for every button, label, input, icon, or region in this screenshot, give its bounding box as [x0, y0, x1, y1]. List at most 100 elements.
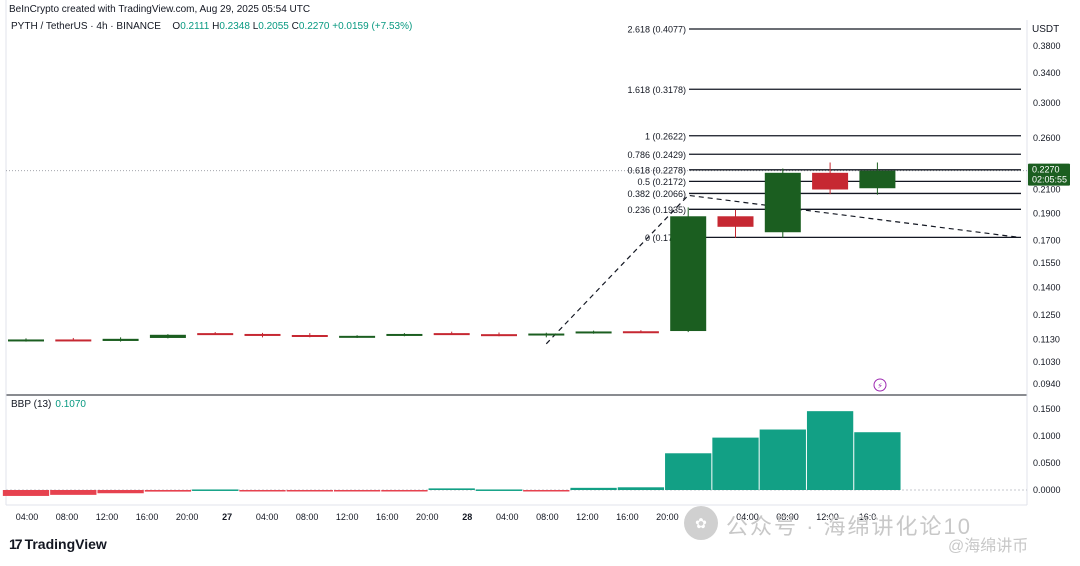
bbp-bar: [192, 489, 239, 491]
price-tick-label: 0.1900: [1033, 209, 1061, 219]
candle-body: [339, 335, 376, 338]
candle: [812, 162, 849, 195]
candle: [481, 332, 517, 337]
price-tick-label: 0.2100: [1033, 185, 1061, 195]
indicator-legend: BBP (13) 0.1070: [11, 399, 86, 410]
time-tick-label: 08:00: [536, 512, 559, 522]
price-tick-label: 0.0940: [1033, 379, 1061, 389]
bbp-bar: [2, 490, 50, 496]
candle-body: [386, 333, 423, 336]
bbp-bar: [759, 429, 806, 490]
bbp-bar: [239, 490, 286, 492]
watermark-handle: @海绵讲币: [948, 538, 1029, 555]
price-tick-label: 0.1250: [1033, 310, 1061, 320]
time-tick-label: 16:0: [859, 512, 877, 522]
bbp-tick-label: 0.0500: [1033, 458, 1061, 468]
price-tick-label: 0.3400: [1033, 68, 1061, 78]
candle: [102, 337, 139, 342]
candle: [339, 335, 376, 338]
fib-level-label: 0.236 (0.1935): [627, 205, 686, 215]
price-tick-label: 0.1130: [1033, 334, 1060, 344]
tradingview-logo: 17 TradingView: [9, 536, 107, 552]
candle: [433, 331, 470, 336]
candle: [670, 207, 707, 333]
candle: [575, 330, 612, 334]
last-price-label: 0.2270: [1032, 165, 1060, 175]
price-tick-label: 0.1400: [1033, 283, 1061, 293]
price-tick-label: 0.2600: [1033, 133, 1061, 143]
time-tick-label: 20:00: [656, 512, 679, 522]
high-value: 0.2348: [219, 21, 250, 32]
indicator-value: 0.1070: [55, 399, 86, 410]
time-tick-label: 20:00: [416, 512, 439, 522]
bbp-bar: [617, 487, 665, 490]
candle-body: [55, 339, 92, 342]
bbp-bar: [806, 411, 854, 490]
bbp-bar: [144, 490, 192, 492]
last-price-tag: [1028, 163, 1070, 186]
candle-body: [291, 334, 328, 337]
price-tick-label: 0.1030: [1033, 357, 1061, 367]
credit-line: BeInCrypto created with TradingView.com,…: [9, 4, 311, 15]
close-value: 0.2270: [298, 21, 330, 32]
bbp-tick-label: 0.0000: [1033, 485, 1061, 495]
candle: [197, 332, 234, 336]
candle-body: [481, 334, 517, 337]
countdown-label: 02:05:55: [1032, 175, 1067, 185]
high-label: H: [212, 21, 220, 32]
time-tick-label: 27: [222, 512, 232, 522]
time-tick-label: 04:00: [496, 512, 519, 522]
candle: [55, 337, 92, 342]
time-tick-label: 04:00: [736, 512, 759, 522]
lightning-icon-glyph: ⚡: [877, 382, 883, 391]
indicator-name: BBP (13): [11, 399, 52, 410]
time-tick-label: 20:00: [176, 512, 199, 522]
candle-body: [528, 333, 565, 336]
fib-level-label: 1 (0.2622): [645, 131, 686, 141]
candle-body: [717, 216, 754, 227]
candle-body: [859, 170, 896, 189]
time-tick-label: 12:00: [816, 512, 839, 522]
time-tick-label: 08:00: [296, 512, 319, 522]
fib-level-label: 0.786 (0.2429): [627, 150, 686, 160]
price-unit: USDT: [1032, 24, 1060, 35]
time-tick-label: 12:00: [576, 512, 599, 522]
candle-body: [622, 331, 659, 334]
bbp-bar: [570, 487, 617, 490]
fib-level-label: 2.618 (0.4077): [627, 24, 686, 34]
candle-body: [149, 334, 186, 338]
symbol-title: PYTH / TetherUS · 4h · BINANCE: [11, 21, 161, 32]
candle: [244, 332, 281, 338]
candle-body: [670, 216, 707, 332]
bbp-tick-label: 0.1500: [1033, 404, 1061, 414]
tradingview-logo-text: TradingView: [24, 536, 107, 552]
candle: [149, 334, 186, 339]
candle-body: [102, 338, 139, 341]
lightning-icon: [873, 378, 887, 392]
low-value: 0.2055: [258, 21, 289, 32]
bbp-bar: [665, 453, 712, 490]
time-tick-label: 08:00: [56, 512, 79, 522]
bbp-bar: [428, 488, 475, 490]
candle: [717, 209, 754, 238]
candle: [8, 338, 44, 342]
bbp-tick-label: 0.1000: [1033, 431, 1061, 441]
wechat-icon: ✿: [684, 506, 718, 540]
bbp-bar: [50, 490, 97, 495]
price-tick-label: 0.1700: [1033, 236, 1061, 246]
change-value: +0.0159 (+7.53%): [332, 21, 413, 32]
candle: [764, 168, 801, 238]
bbp-bar: [381, 490, 428, 492]
candle-body: [8, 339, 44, 342]
fib-level-label: 0.382 (0.2066): [627, 189, 686, 199]
bbp-bar: [286, 490, 333, 492]
bbp-bar: [854, 432, 901, 490]
watermark-text: 公众号 · 海绵讲化论10: [726, 514, 973, 539]
candle: [386, 333, 423, 337]
candle: [528, 332, 565, 338]
bbp-bar: [475, 489, 523, 491]
open-label: O: [172, 21, 181, 32]
fib-level-label: 1.618 (0.3178): [627, 85, 686, 95]
low-label: L: [252, 21, 259, 32]
